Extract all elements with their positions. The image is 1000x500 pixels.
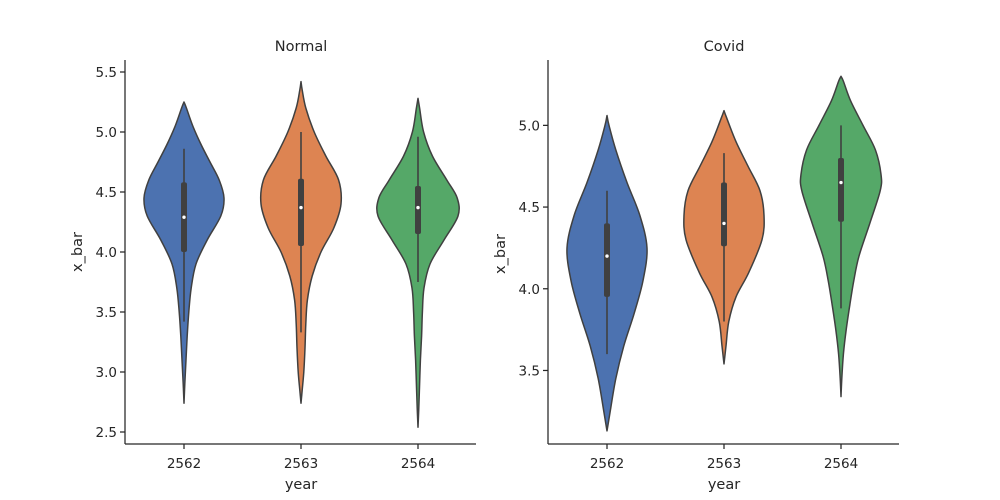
x-tick-label: 2563 (707, 456, 741, 472)
x-tick-label: 2563 (284, 456, 318, 472)
violin-iqr-box (415, 186, 421, 234)
y-tick-label: 4.5 (519, 200, 540, 216)
x-tick-label: 2562 (590, 456, 624, 472)
violin-2563 (259, 80, 343, 404)
violin-median-point (605, 254, 609, 258)
violin-2562 (143, 101, 225, 404)
y-tick-label: 5.5 (96, 65, 117, 81)
violin-median-point (839, 180, 843, 185)
x-axis-label: year (285, 477, 317, 493)
y-tick-label: 2.5 (96, 425, 117, 441)
y-tick-label: 3.0 (96, 365, 117, 381)
panel-title: Covid (704, 39, 745, 55)
violin-iqr-box (721, 182, 727, 247)
violin-iqr-box (838, 158, 844, 222)
y-tick-label: 3.5 (96, 305, 117, 321)
violin-median-point (416, 205, 420, 210)
violin-median-point (299, 205, 303, 210)
violin-median-point (722, 221, 726, 226)
x-axis-label: year (708, 477, 740, 493)
panel-normal: Normal 2.5 3.0 3.5 4.0 4.5 5.0 5.5 2562 2563 2564… (70, 39, 476, 493)
y-tick-label: 5.0 (519, 118, 540, 134)
panel-title: Normal (275, 39, 327, 55)
violin-2564 (376, 97, 460, 428)
y-tick-label: 4.0 (519, 282, 540, 298)
y-axis-label: x_bar (493, 234, 509, 274)
y-tick-label: 4.0 (96, 245, 117, 261)
violin-2562 (566, 114, 648, 432)
x-tick-label: 2564 (401, 456, 435, 472)
y-tick-label: 4.5 (96, 185, 117, 201)
y-tick-label: 3.5 (519, 363, 540, 379)
violin-2564 (799, 75, 883, 398)
violin-2563 (683, 109, 765, 365)
violin-median-point (182, 215, 186, 219)
y-axis-label: x_bar (70, 232, 86, 272)
panel-covid: Covid 3.5 4.0 4.5 5.0 2562 2563 2564 year x_ba… (493, 39, 899, 493)
x-tick-label: 2564 (824, 456, 858, 472)
violin-iqr-box (604, 223, 610, 297)
violin-iqr-box (298, 178, 304, 246)
y-tick-label: 5.0 (96, 125, 117, 141)
x-tick-label: 2562 (167, 456, 201, 472)
